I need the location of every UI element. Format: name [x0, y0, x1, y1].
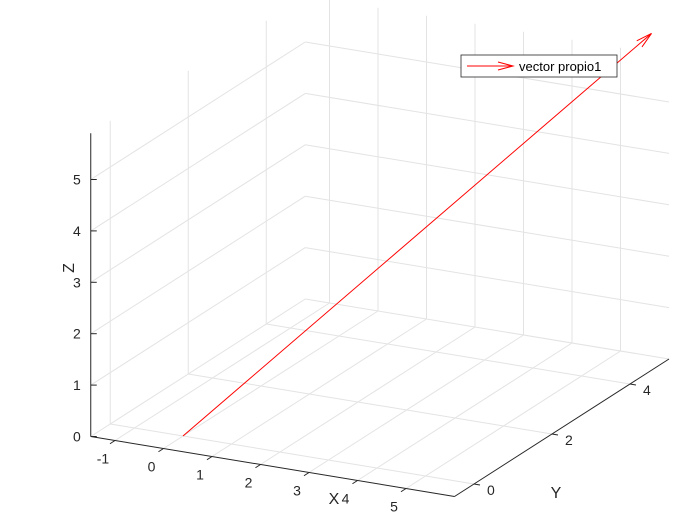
x-tick-label: 1 — [196, 467, 204, 483]
series — [182, 32, 652, 437]
x-axis-line — [90, 436, 455, 497]
x-tick-label: 2 — [245, 475, 253, 491]
z-tick-label: 5 — [73, 172, 81, 188]
z-tick-label: 0 — [73, 429, 81, 445]
back-wall-gridline-z — [305, 298, 670, 360]
back-wall-gridline-z — [305, 195, 670, 257]
floor-gridline-x — [405, 350, 621, 489]
x-tick-mark — [206, 456, 213, 461]
floor-gridline-x — [163, 310, 379, 449]
y-tick-label: 2 — [565, 432, 573, 448]
vector-arrow-head — [636, 32, 652, 48]
x-tick-label: 5 — [390, 499, 398, 515]
legend-entry-label: vector propio1 — [519, 59, 601, 74]
x-tick-mark — [158, 448, 164, 453]
x-tick-mark — [303, 472, 310, 477]
x-tick-mark — [109, 440, 116, 445]
y-tick-mark — [629, 383, 637, 386]
x-tick-mark — [400, 488, 407, 493]
x-tick-mark — [255, 464, 261, 469]
z-tick-label: 4 — [73, 223, 81, 239]
floor-gridline-x — [308, 334, 524, 473]
z-tick-label: 1 — [73, 377, 81, 393]
x-axis-label: X — [329, 491, 340, 508]
side-wall-gridline-z — [90, 298, 306, 437]
x-tick-mark — [352, 480, 358, 485]
legend[interactable]: vector propio1 — [460, 54, 618, 78]
y-tick-mark — [473, 483, 481, 486]
z-tick-label: 3 — [73, 274, 81, 290]
vector-arrow-shaft — [182, 33, 652, 437]
floor-gridline-x — [357, 342, 573, 481]
x-tick-label: 0 — [148, 459, 156, 475]
legend-arrow-icon — [497, 61, 515, 71]
tick-labels: -1 0 1 2 3 4 5 0 2 4 0 1 2 3 4 5 — [73, 172, 651, 515]
side-wall-gridline-z — [90, 41, 306, 180]
legend-box — [460, 54, 618, 78]
back-wall-gridline-z — [305, 92, 670, 154]
side-wall-gridline-z — [90, 247, 306, 386]
z-axis-label: Z — [61, 263, 78, 273]
y-tick-mark — [551, 433, 559, 436]
y-tick-label: 0 — [487, 482, 495, 498]
axes — [90, 133, 670, 497]
x-tick-label: 3 — [293, 483, 301, 499]
z-tick-label: 2 — [73, 326, 81, 342]
floor-gridline-y — [188, 373, 553, 435]
x-tick-label: -1 — [97, 451, 110, 467]
x-tick-label: 4 — [342, 491, 350, 507]
y-tick-label: 4 — [643, 382, 651, 398]
floor-gridline-x — [260, 326, 476, 465]
side-wall-gridline-z — [90, 195, 306, 335]
side-wall-gridline-z — [90, 144, 306, 283]
y-axis-label: Y — [551, 485, 562, 502]
floor-gridline-x — [114, 302, 330, 441]
floor-gridline-y — [266, 323, 631, 385]
floor-gridline-y — [110, 423, 475, 485]
side-wall-gridline-z — [90, 92, 306, 232]
floor-gridline-x — [211, 318, 427, 457]
y-axis-line — [454, 358, 670, 497]
back-wall-gridline-z — [305, 247, 670, 309]
